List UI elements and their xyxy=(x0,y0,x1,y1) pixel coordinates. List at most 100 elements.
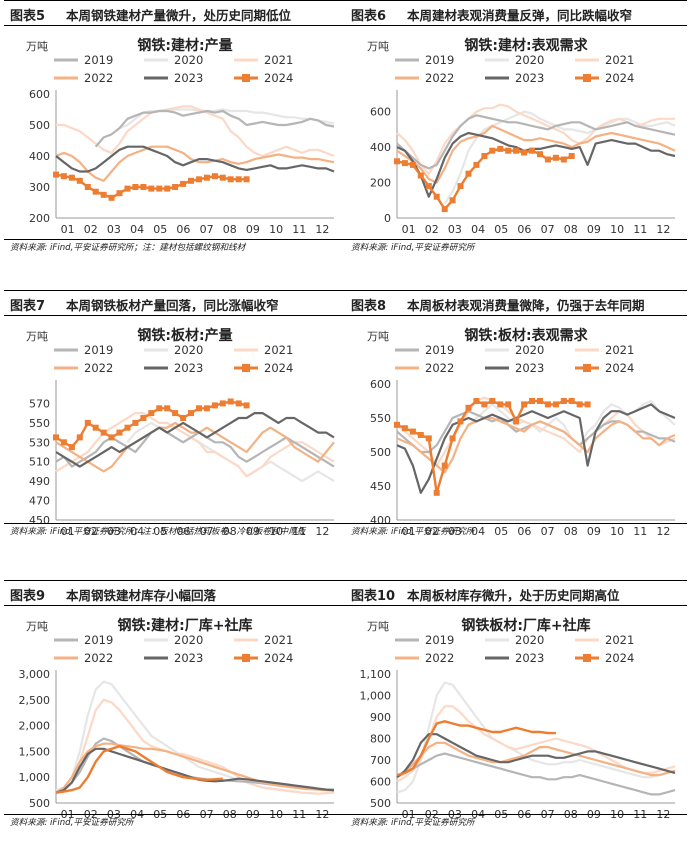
x-tick-label: 08 xyxy=(223,223,237,236)
series-marker-2024 xyxy=(68,444,75,451)
series-marker-2024 xyxy=(401,425,408,432)
legend-label: 2019 xyxy=(425,53,454,67)
series-marker-2024 xyxy=(132,419,139,426)
legend-label: 2021 xyxy=(264,53,293,67)
legend-label: 2019 xyxy=(84,53,113,67)
series-marker-2024 xyxy=(473,398,480,404)
legend-marker xyxy=(583,654,591,662)
y-tick-label: 200 xyxy=(29,212,50,225)
legend-item-2019: 2019 xyxy=(54,343,113,357)
series-line-2022 xyxy=(55,145,335,182)
legend-label: 2022 xyxy=(84,71,113,85)
series-marker-2024 xyxy=(521,149,528,156)
series-marker-2024 xyxy=(180,415,187,421)
x-tick-label: 06 xyxy=(176,223,190,236)
legend-label: 2023 xyxy=(515,71,544,85)
legend-label: 2022 xyxy=(425,651,454,665)
series-marker-2024 xyxy=(394,158,400,165)
series-marker-2024 xyxy=(489,147,496,154)
y-tick-label: 800 xyxy=(370,733,391,746)
chart-title: 钢铁板材:厂库+社库 xyxy=(461,617,590,634)
y-tick-label: 500 xyxy=(370,797,391,810)
series-marker-2024 xyxy=(433,193,440,200)
series-marker-2024 xyxy=(219,174,226,181)
series-marker-2024 xyxy=(227,176,234,183)
series-line-2022 xyxy=(396,124,676,184)
x-tick-label: 09 xyxy=(587,525,601,538)
x-tick-label: 08 xyxy=(564,223,578,236)
legend-label: 2024 xyxy=(605,361,634,375)
y-tick-label: 1,500 xyxy=(19,745,51,758)
y-tick-label: 600 xyxy=(370,106,391,119)
x-tick-label: 12 xyxy=(656,223,670,236)
series-marker-2024 xyxy=(537,151,543,158)
x-tick-label: 03 xyxy=(107,525,121,538)
series-marker-2024 xyxy=(529,147,535,154)
x-tick-label: 03 xyxy=(107,223,121,236)
series-marker-2024 xyxy=(132,184,139,190)
legend-label: 2024 xyxy=(264,361,293,375)
series-line-2023 xyxy=(55,747,335,794)
series-marker-2024 xyxy=(568,398,575,404)
series-marker-2024 xyxy=(108,194,115,201)
y-tick-label: 2,500 xyxy=(19,694,51,707)
panel-header: 图表9 本周钢铁建材库存小幅回落 xyxy=(4,580,346,606)
chart-panel-fig7: 图表7 本周钢铁板材产量回落，同比涨幅收窄 钢铁:板材:产量 万吨 2019 2020… xyxy=(4,290,346,565)
legend-item-2021: 2021 xyxy=(234,53,293,67)
series-marker-2024 xyxy=(544,156,551,163)
chart-title: 钢铁:板材:表观需求 xyxy=(464,327,588,344)
legend-label: 2021 xyxy=(264,343,293,357)
legend-marker xyxy=(583,74,591,82)
legend-item-2019: 2019 xyxy=(395,53,454,67)
legend-label: 2024 xyxy=(605,651,634,665)
series-marker-2024 xyxy=(243,402,250,409)
y-tick-label: 900 xyxy=(370,711,391,724)
x-tick-label: 09 xyxy=(587,223,601,236)
series-line-2019 xyxy=(396,410,676,454)
x-tick-label: 02 xyxy=(84,223,98,236)
x-tick-label: 08 xyxy=(564,525,578,538)
series-marker-2024 xyxy=(124,424,131,431)
series-marker-2024 xyxy=(92,188,99,195)
legend-item-2023: 2023 xyxy=(144,361,203,375)
panel-header: 图表8 本周板材表观消费量微降，仍强于去年同期 xyxy=(345,290,687,316)
series-marker-2024 xyxy=(116,429,123,436)
legend-item-2020: 2020 xyxy=(144,53,203,67)
chart-panel-fig6: 图表6 本周建材表观消费量反弹，同比跌幅收窄 钢铁:建材:表观需求 万吨 2019 2… xyxy=(345,0,687,275)
source-divider xyxy=(345,239,687,240)
y-tick-label: 600 xyxy=(29,88,50,101)
series-marker-2024 xyxy=(552,154,559,161)
series-marker-2024 xyxy=(489,398,496,404)
series-marker-2024 xyxy=(409,161,416,168)
source-note: 资料来源: iFind,平安证券研究所 xyxy=(10,818,134,828)
legend-label: 2023 xyxy=(515,361,544,375)
series-marker-2024 xyxy=(140,415,147,421)
series-line-2021 xyxy=(55,698,335,795)
series-marker-2024 xyxy=(409,428,416,435)
series-marker-2024 xyxy=(188,177,194,184)
x-tick-label: 02 xyxy=(425,525,439,538)
chart-title: 钢铁:建材:表观需求 xyxy=(464,37,588,54)
source-divider xyxy=(345,814,687,815)
y-tick-label: 450 xyxy=(370,480,391,493)
series-marker-2024 xyxy=(84,419,91,426)
series-marker-2024 xyxy=(457,183,464,190)
y-unit-label: 万吨 xyxy=(26,330,48,343)
legend-item-2020: 2020 xyxy=(485,343,544,357)
x-tick-label: 05 xyxy=(153,525,167,538)
series-marker-2024 xyxy=(513,418,520,425)
series-marker-2024 xyxy=(243,176,250,183)
line-chart: 钢铁板材:厂库+社库 万吨 2019 2020 2021 2022 2023 2024 500 6… xyxy=(360,617,676,821)
y-tick-label: 1,000 xyxy=(360,690,392,703)
series-marker-2024 xyxy=(505,401,512,408)
x-tick-label: 01 xyxy=(402,223,416,236)
series-line-2023 xyxy=(396,403,676,494)
x-tick-label: 08 xyxy=(223,525,237,538)
chart-panel-fig10: 图表10 本周板材库存微升，处于历史同期高位 钢铁板材:厂库+社库 万吨 2019 2… xyxy=(345,580,687,855)
y-tick-label: 470 xyxy=(29,495,50,508)
series-marker-2024 xyxy=(100,191,107,198)
series-marker-2024 xyxy=(76,177,83,184)
series-marker-2024 xyxy=(211,173,218,180)
